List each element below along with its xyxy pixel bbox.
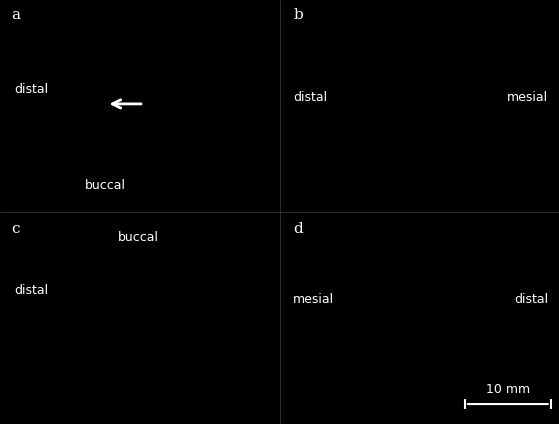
Text: distal: distal xyxy=(293,91,328,104)
Text: distal: distal xyxy=(514,293,548,306)
Text: distal: distal xyxy=(14,284,48,297)
Text: buccal: buccal xyxy=(118,231,159,244)
Text: a: a xyxy=(11,8,20,22)
Text: b: b xyxy=(293,8,303,22)
Text: 10 mm: 10 mm xyxy=(486,383,530,396)
Text: buccal: buccal xyxy=(84,179,126,192)
Text: c: c xyxy=(11,223,20,237)
Text: mesial: mesial xyxy=(293,293,334,306)
Text: mesial: mesial xyxy=(507,91,548,104)
Text: d: d xyxy=(293,223,303,237)
Text: distal: distal xyxy=(14,83,48,96)
